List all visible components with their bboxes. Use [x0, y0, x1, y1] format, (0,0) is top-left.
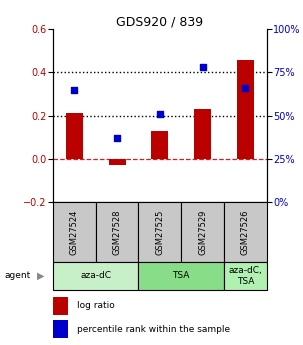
Point	[115, 135, 119, 141]
Bar	[151, 131, 168, 159]
Bar	[138, 202, 181, 262]
Point	[72, 87, 77, 92]
Title: GDS920 / 839: GDS920 / 839	[116, 15, 203, 28]
Bar	[53, 262, 138, 290]
Bar	[224, 202, 267, 262]
Text: ▶: ▶	[37, 271, 45, 281]
Text: GSM27528: GSM27528	[113, 209, 122, 255]
Text: GSM27524: GSM27524	[70, 209, 79, 255]
Text: GSM27525: GSM27525	[155, 209, 164, 255]
Bar	[66, 114, 83, 159]
Bar	[181, 202, 224, 262]
Text: aza-dC,
TSA: aza-dC, TSA	[228, 266, 262, 286]
Bar	[237, 59, 254, 159]
Point	[200, 65, 205, 70]
Text: agent: agent	[4, 272, 31, 280]
Bar	[194, 109, 211, 159]
Text: GSM27529: GSM27529	[198, 209, 207, 255]
Text: aza-dC: aza-dC	[80, 272, 111, 280]
Bar	[108, 159, 126, 165]
Point	[158, 111, 162, 117]
Text: percentile rank within the sample: percentile rank within the sample	[77, 325, 230, 334]
Text: GSM27526: GSM27526	[241, 209, 250, 255]
Bar	[224, 262, 267, 290]
Point	[243, 85, 248, 91]
Text: log ratio: log ratio	[77, 301, 114, 310]
Bar	[96, 202, 138, 262]
Text: TSA: TSA	[172, 272, 190, 280]
Bar	[53, 202, 96, 262]
Bar	[53, 320, 68, 338]
Bar	[138, 262, 224, 290]
Bar	[53, 297, 68, 315]
